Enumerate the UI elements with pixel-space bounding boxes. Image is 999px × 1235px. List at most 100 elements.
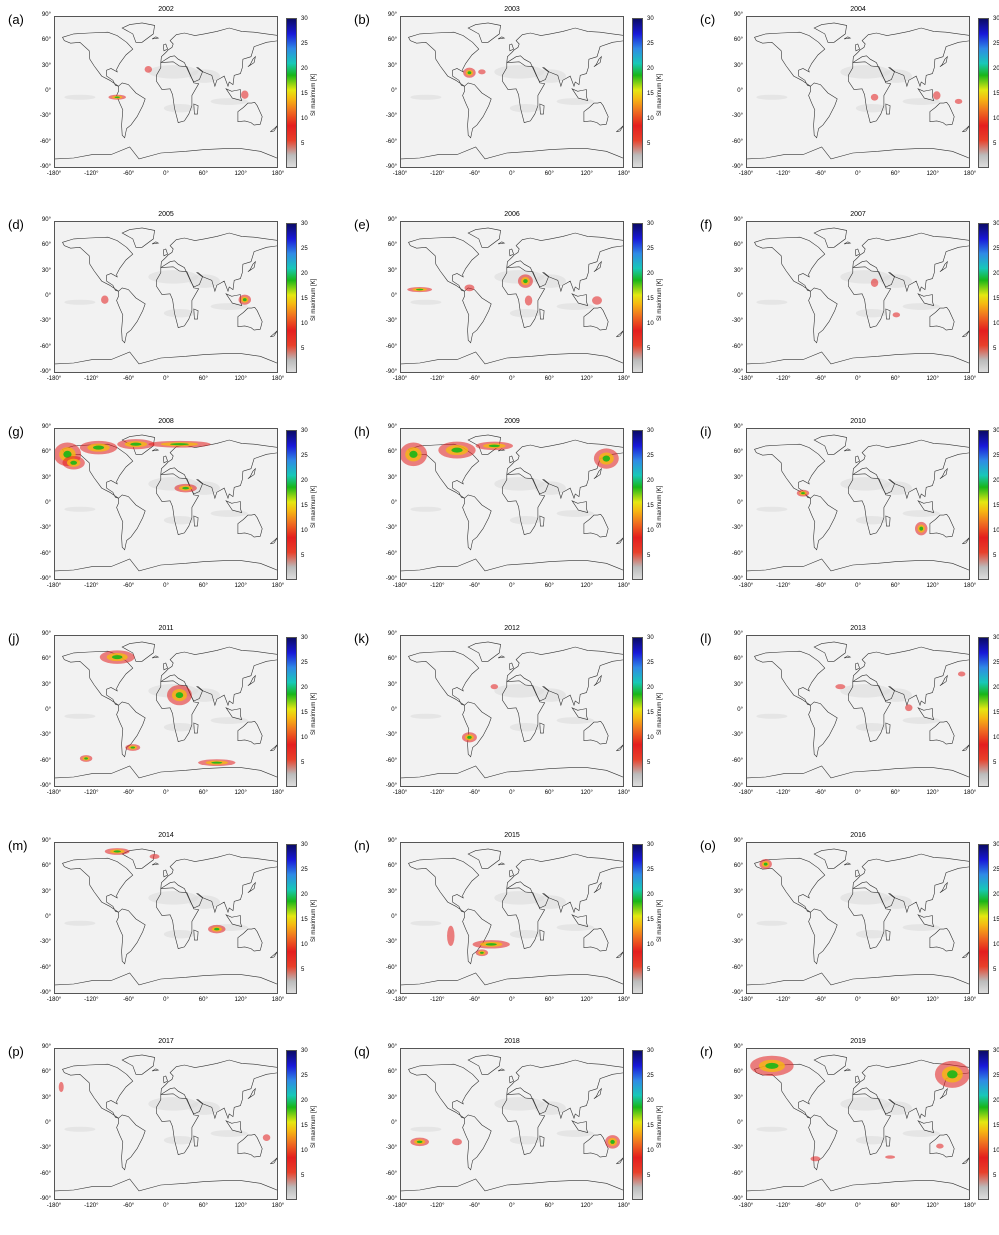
background-haze <box>494 477 545 491</box>
coastline <box>813 848 847 869</box>
background-haze <box>509 103 541 113</box>
longitude-tick-label: 0° <box>855 171 861 177</box>
panel-year-title: 2016 <box>850 832 866 839</box>
si-hotspot <box>947 1070 958 1079</box>
coastline <box>116 494 146 551</box>
longitude-tick-label: 0° <box>855 790 861 796</box>
map-panel: (j) 2011 90° 60° 30° 0° -30° -60° -90° -180° -120°… <box>8 625 330 822</box>
latitude-tick-label: -90° <box>385 1196 397 1202</box>
coastline <box>247 260 256 273</box>
longitude-tick-label: 120° <box>580 1203 593 1209</box>
coastline <box>843 655 852 659</box>
colorbar-tick-label: 20 <box>993 66 999 72</box>
coastline <box>502 266 546 328</box>
latitude-tick-label: 0° <box>45 707 51 713</box>
panel-letter: (h) <box>354 424 370 439</box>
colorbar-tick-label: 30 <box>301 428 308 434</box>
si-hotspot <box>885 1155 896 1159</box>
colorbar-tick-label: 10 <box>301 528 308 534</box>
si-hotspot <box>523 279 528 284</box>
latitude-tick-label: -60° <box>39 964 51 971</box>
coastline <box>917 500 935 514</box>
coastline <box>408 1063 480 1119</box>
coastline <box>62 236 134 292</box>
colorbar-tick-label: 25 <box>993 453 999 459</box>
world-map <box>746 221 970 373</box>
longitude-tick-label: -180° <box>738 583 754 589</box>
coastline <box>539 308 545 320</box>
coastline <box>162 662 168 671</box>
longitude-tick-label: -180° <box>738 1203 754 1209</box>
background-haze <box>163 103 195 113</box>
antarctica-coastline <box>55 146 277 160</box>
latitude-tick-label: 90° <box>41 12 51 18</box>
world-map-svg <box>55 22 277 160</box>
longitude-tick-label: -120° <box>776 997 791 1003</box>
background-haze <box>210 1130 248 1137</box>
background-haze <box>148 65 199 79</box>
latitude-tick-label: 0° <box>391 293 397 299</box>
map-panel: (e) 2006 90° 60° 30° 0° -30° -60° -90° -180° -120°… <box>354 211 676 408</box>
coastline <box>813 434 847 455</box>
longitude-tick-label: 60° <box>890 1203 900 1209</box>
coastline <box>247 55 256 68</box>
latitude-tick-label: 60° <box>387 449 397 456</box>
colorbar-tick-label: 10 <box>647 1148 654 1154</box>
background-haze <box>494 1097 545 1111</box>
colorbar-tick-label: 20 <box>301 892 308 898</box>
si-hotspot <box>905 704 913 712</box>
colorbar-tick-label: 25 <box>993 246 999 252</box>
panel-year-title: 2007 <box>850 211 866 218</box>
colorbar-label: SI maximum [K] <box>657 73 663 116</box>
coastline <box>754 236 826 292</box>
coastline <box>151 36 160 40</box>
coastline <box>151 1068 160 1072</box>
coastline <box>854 455 860 464</box>
coastline <box>193 103 199 115</box>
coastline <box>808 908 838 965</box>
colorbar <box>978 844 989 994</box>
longitude-tick-label: -120° <box>776 171 791 177</box>
colorbar-tick-label: 30 <box>647 16 654 22</box>
coastline <box>467 434 501 455</box>
background-haze <box>855 515 887 525</box>
background-haze <box>410 506 442 512</box>
coastline <box>270 537 277 545</box>
coastline <box>939 674 948 687</box>
colorbar-tick-label: 10 <box>993 735 999 741</box>
latitude-tick-label: 30° <box>387 888 397 895</box>
coastline <box>116 1114 146 1171</box>
si-hotspot <box>451 447 463 453</box>
colorbar-label: SI maximum [K] <box>657 899 663 942</box>
coastline <box>160 1059 277 1120</box>
longitude-tick-label: 180° <box>963 790 977 796</box>
antarctica-coastline <box>55 765 277 779</box>
background-haze <box>855 103 887 113</box>
latitude-tick-label: -90° <box>39 990 51 996</box>
latitude-tick-label: 30° <box>733 681 743 688</box>
coastline <box>502 887 546 949</box>
latitude-tick-label: 90° <box>387 1044 397 1050</box>
coastline <box>939 260 948 273</box>
coastline <box>593 674 602 687</box>
longitude-tick-label: 0° <box>509 171 515 177</box>
coastline <box>162 455 168 464</box>
latitude-tick-label: 0° <box>45 293 51 299</box>
world-map-svg <box>747 227 969 365</box>
coastline <box>502 680 546 742</box>
coastline <box>962 125 969 133</box>
longitude-tick-label: 120° <box>234 790 247 796</box>
coastline <box>62 857 134 913</box>
coastline <box>506 232 623 293</box>
latitude-tick-label: 90° <box>41 424 51 430</box>
colorbar-tick-label: 30 <box>647 221 654 227</box>
coastline <box>247 881 256 894</box>
colorbar-tick-label: 25 <box>647 867 654 873</box>
longitude-tick-label: -60° <box>123 1203 135 1209</box>
longitude-tick-label: 60° <box>890 790 900 796</box>
coastline <box>270 744 277 752</box>
colorbar-tick-label: 20 <box>301 478 308 484</box>
colorbar-tick-label: 5 <box>647 346 651 352</box>
coastline <box>237 1133 263 1158</box>
colorbar <box>286 430 297 580</box>
